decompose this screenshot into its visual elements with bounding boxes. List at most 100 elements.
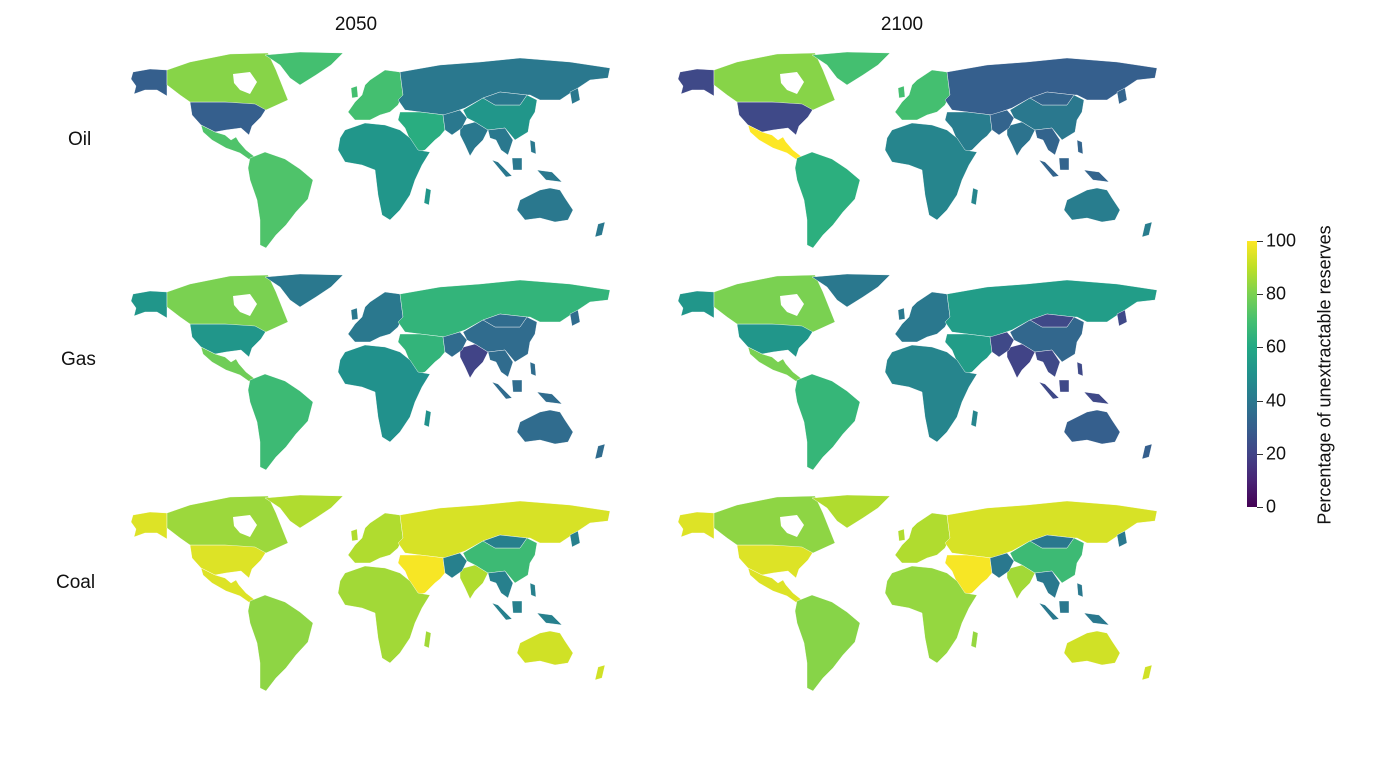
colorbar-tick-label: 60 xyxy=(1266,336,1287,357)
map-panel-coal-2050 xyxy=(130,494,611,692)
region-former-soviet-union xyxy=(944,279,1158,338)
region-central-america xyxy=(200,124,256,161)
region-other-asia xyxy=(1038,381,1060,400)
hudson-bay xyxy=(233,515,257,537)
region-other-asia xyxy=(482,534,528,549)
row-label-oil: Oil xyxy=(68,129,92,150)
region-europe xyxy=(811,494,891,529)
region-other-asia xyxy=(1083,391,1110,405)
map-panel-coal-2100 xyxy=(677,494,1158,692)
map-panel-gas-2100 xyxy=(677,273,1158,471)
hudson-bay xyxy=(780,72,804,94)
region-europe xyxy=(811,51,891,86)
colorbar-tick-mark xyxy=(1257,507,1263,508)
region-other-asia xyxy=(1034,127,1061,156)
region-canada xyxy=(166,52,289,111)
region-africa xyxy=(423,187,432,206)
hudson-bay xyxy=(780,515,804,537)
region-africa xyxy=(337,565,431,664)
region-other-asia xyxy=(511,157,523,171)
region-australia-nz xyxy=(516,630,574,666)
region-other-asia xyxy=(569,530,581,548)
region-europe xyxy=(897,307,906,321)
colorbar-tick-label: 80 xyxy=(1266,283,1287,304)
region-other-asia xyxy=(511,600,523,614)
region-other-asia xyxy=(989,331,1015,358)
region-south-america xyxy=(794,594,861,692)
region-former-soviet-union xyxy=(944,57,1158,116)
region-central-america xyxy=(200,346,256,383)
region-former-soviet-union xyxy=(397,279,611,338)
region-africa xyxy=(884,122,978,221)
region-australia-nz xyxy=(594,443,606,460)
region-other-asia xyxy=(529,582,537,598)
colorbar-tick-mark xyxy=(1257,400,1263,402)
colorbar-tick-mark xyxy=(1257,241,1263,242)
region-other-asia xyxy=(491,381,513,400)
region-south-america xyxy=(247,151,314,249)
region-africa xyxy=(423,630,432,649)
region-other-asia xyxy=(482,313,528,328)
region-australia-nz xyxy=(1063,187,1121,223)
region-usa xyxy=(189,323,269,358)
region-europe xyxy=(897,85,906,99)
region-other-asia xyxy=(1058,600,1070,614)
region-former-soviet-union xyxy=(397,500,611,559)
region-europe xyxy=(350,307,359,321)
region-other-asia xyxy=(536,391,563,405)
region-usa xyxy=(189,544,269,579)
region-europe xyxy=(350,528,359,542)
colorbar-tick-mark xyxy=(1257,347,1263,349)
region-australia-nz xyxy=(1141,443,1153,460)
region-australia-nz xyxy=(594,221,606,238)
region-usa xyxy=(736,544,816,579)
region-canada xyxy=(713,495,836,554)
region-australia-nz xyxy=(1141,221,1153,238)
hudson-bay xyxy=(233,72,257,94)
region-usa xyxy=(736,323,816,358)
region-africa xyxy=(970,630,979,649)
colorbar-tick-label: 0 xyxy=(1266,496,1277,517)
region-usa xyxy=(130,68,168,97)
region-australia-nz xyxy=(594,664,606,681)
region-usa xyxy=(130,290,168,319)
region-other-asia xyxy=(569,309,581,327)
region-central-america xyxy=(747,124,803,161)
map-panel-oil-2100 xyxy=(677,51,1158,249)
region-central-america xyxy=(747,346,803,383)
region-australia-nz xyxy=(1141,664,1153,681)
region-europe xyxy=(350,85,359,99)
region-south-america xyxy=(247,594,314,692)
colorbar-tick-mark xyxy=(1257,453,1263,455)
region-europe xyxy=(897,528,906,542)
region-other-asia xyxy=(482,91,528,106)
region-other-asia xyxy=(442,109,468,136)
region-usa xyxy=(189,101,269,136)
column-title-2050: 2050 xyxy=(334,14,378,35)
region-canada xyxy=(166,495,289,554)
region-other-asia xyxy=(1038,602,1060,621)
region-canada xyxy=(713,52,836,111)
region-other-asia xyxy=(1076,582,1084,598)
region-usa xyxy=(736,101,816,136)
row-label-gas: Gas xyxy=(61,349,96,370)
region-other-asia xyxy=(1083,169,1110,183)
region-other-asia xyxy=(1034,349,1061,378)
region-other-asia xyxy=(491,602,513,621)
region-europe xyxy=(264,494,344,529)
region-africa xyxy=(337,122,431,221)
region-other-asia xyxy=(529,361,537,377)
map-panel-gas-2050 xyxy=(130,273,611,471)
region-usa xyxy=(677,511,715,540)
colorbar xyxy=(1247,241,1257,507)
region-canada xyxy=(713,274,836,333)
region-africa xyxy=(884,344,978,443)
region-former-soviet-union xyxy=(944,500,1158,559)
region-other-asia xyxy=(1083,612,1110,626)
region-other-asia xyxy=(487,349,514,378)
region-other-asia xyxy=(1034,570,1061,599)
region-africa xyxy=(970,187,979,206)
region-central-america xyxy=(747,567,803,604)
region-other-asia xyxy=(1038,159,1060,178)
